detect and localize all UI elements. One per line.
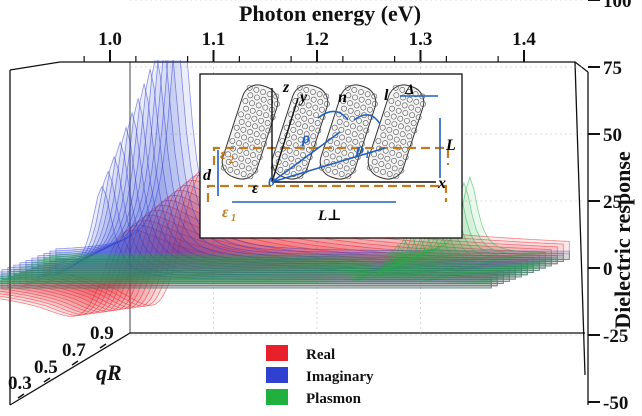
- inset-label-n: n: [338, 89, 347, 106]
- depth-tick-label: 0.3: [8, 373, 32, 394]
- legend-swatch-plasmon: [266, 389, 288, 405]
- rotation-arrow-2: [353, 114, 381, 125]
- top-tick-label: 1.1: [202, 29, 226, 50]
- rho-l-vector: [271, 147, 386, 183]
- inset-label-rho-l: ρ: [355, 141, 364, 158]
- inset-label-origin: 0: [268, 175, 275, 190]
- plasmon-slice: [7, 221, 522, 278]
- inset-label-epsilon: ε: [252, 180, 259, 197]
- inset-schematic: z y n l Δ ρ ρ l 0 L x d ε ε 2 ε 1 L⊥: [199, 73, 463, 239]
- rotation-arrow-1: [317, 110, 349, 121]
- legend-label-imaginary: Imaginary: [306, 369, 374, 385]
- inset-label-eps1: ε: [222, 204, 229, 221]
- inset-label-eps2: ε: [220, 146, 227, 163]
- right-tick-label: 50: [603, 125, 622, 146]
- right-tick-label: -50: [603, 393, 628, 414]
- lower-dielectric-boundary: [206, 184, 448, 202]
- right-tick-label: 0: [603, 259, 613, 280]
- nanotube: [220, 84, 280, 180]
- top-axis: Photon energy (eV) 1.0 1.1 1.2 1.3 1.4: [83, 1, 536, 62]
- depth-tick-label: 0.9: [90, 323, 114, 344]
- inset-label-rho: ρ: [301, 130, 310, 147]
- inset-label-z: z: [282, 79, 290, 96]
- plasmon-slice: [55, 175, 570, 260]
- plasmon-slice: [0, 249, 492, 289]
- inset-label-eps1-sub: 1: [231, 213, 236, 224]
- plasmon-slice: [19, 210, 534, 273]
- inset-label-L: L: [445, 137, 456, 154]
- depth-tick-mark: [17, 393, 25, 399]
- depth-tick-label: 0.5: [34, 357, 58, 378]
- top-tick-label: 1.2: [305, 29, 329, 50]
- plasmon-slice: [13, 215, 528, 276]
- top-tick-label: 1.3: [409, 29, 433, 50]
- inset-label-y: y: [298, 89, 308, 106]
- rho-vector: [271, 131, 341, 183]
- right-axis-label: Dielectric response: [610, 151, 635, 329]
- depth-tick-label: 0.7: [62, 340, 86, 361]
- depth-tick-mark: [71, 360, 79, 366]
- box-right-back-edge: [574, 61, 586, 376]
- top-axis-label: Photon energy (eV): [239, 1, 421, 26]
- inset-label-rho-l-sub: l: [366, 150, 369, 161]
- inset-label-d: d: [203, 167, 212, 184]
- depth-axis-label: qR: [96, 360, 122, 385]
- inset-label-eps2-sub: 2: [228, 155, 234, 166]
- imaginary-surface: [0, 60, 570, 289]
- depth-axis: 0.30.50.70.9 qR: [8, 323, 122, 399]
- right-tick-label: 25: [603, 192, 622, 213]
- nanotube: [318, 84, 378, 180]
- inset-label-l: l: [384, 87, 389, 104]
- top-tick-label: 1.0: [98, 29, 122, 50]
- nanotube: [366, 84, 426, 180]
- right-axis: 100 75 50 25 0 -25 -50 Dielectric response: [588, 0, 635, 414]
- right-tick-label: 100: [603, 0, 632, 12]
- inset-y-axis: [271, 97, 299, 183]
- legend: Real Imaginary Plasmon: [266, 345, 374, 407]
- right-tick-label: -25: [603, 326, 628, 347]
- box-bottom-depth-edge: [9, 332, 131, 406]
- legend-swatch-imaginary: [266, 367, 288, 383]
- inset-label-L-perp: L⊥: [317, 208, 342, 224]
- legend-label-plasmon: Plasmon: [306, 391, 362, 407]
- inset-label-x: x: [437, 175, 446, 192]
- top-tick-label: 1.4: [512, 29, 536, 50]
- inset-label-delta: Δ: [404, 82, 414, 98]
- depth-tick-mark: [43, 377, 51, 383]
- depth-tick-mark: [99, 343, 107, 349]
- legend-swatch-real: [266, 345, 288, 361]
- legend-label-real: Real: [306, 347, 335, 363]
- upper-dielectric-boundary: [212, 146, 450, 165]
- right-tick-label: 75: [603, 58, 622, 79]
